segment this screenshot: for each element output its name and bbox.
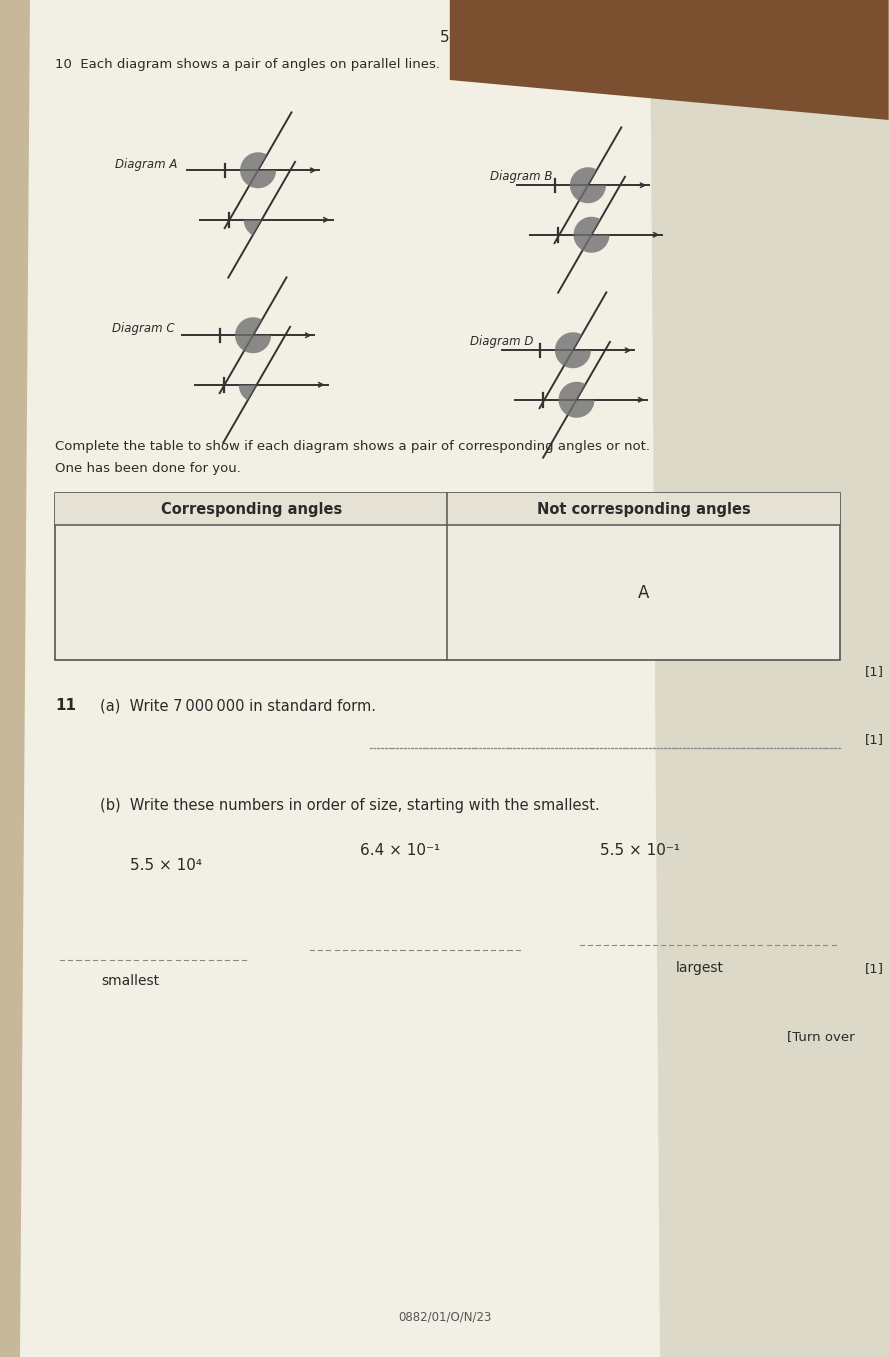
Polygon shape (650, 0, 889, 1357)
Wedge shape (558, 381, 595, 418)
Polygon shape (20, 0, 869, 1357)
Text: 11: 11 (55, 697, 76, 712)
Text: Diagram A: Diagram A (115, 157, 177, 171)
Wedge shape (235, 318, 271, 353)
Wedge shape (238, 385, 257, 400)
Text: 0882/01/O/N/23: 0882/01/O/N/23 (398, 1310, 492, 1323)
Text: Diagram D: Diagram D (469, 335, 533, 347)
Text: Not corresponding angles: Not corresponding angles (537, 502, 750, 517)
Text: 6.4 × 10⁻¹: 6.4 × 10⁻¹ (360, 843, 440, 858)
Text: (a)  Write 7 000 000 in standard form.: (a) Write 7 000 000 in standard form. (100, 697, 376, 712)
Text: Complete the table to show if each diagram shows a pair of corresponding angles : Complete the table to show if each diagr… (55, 440, 650, 453)
Text: smallest: smallest (100, 974, 159, 988)
Text: [1]: [1] (865, 733, 884, 746)
Text: 5.5 × 10⁻¹: 5.5 × 10⁻¹ (600, 843, 680, 858)
Text: Diagram B: Diagram B (490, 170, 552, 183)
Wedge shape (573, 217, 610, 252)
Text: Diagram C: Diagram C (112, 322, 174, 335)
Text: [Turn over: [Turn over (787, 1030, 854, 1044)
Text: largest: largest (676, 961, 724, 974)
Wedge shape (555, 332, 591, 368)
Text: (b)  Write these numbers in order of size, starting with the smallest.: (b) Write these numbers in order of size… (100, 798, 600, 813)
Text: [1]: [1] (865, 962, 884, 974)
Text: One has been done for you.: One has been done for you. (55, 461, 241, 475)
Wedge shape (570, 167, 606, 204)
Bar (55, 493, 839, 660)
Text: 5: 5 (440, 30, 450, 45)
Text: A: A (637, 584, 649, 601)
Text: 10  Each diagram shows a pair of angles on parallel lines.: 10 Each diagram shows a pair of angles o… (55, 58, 440, 71)
Bar (55, 493, 839, 525)
Text: 5.5 × 10⁴: 5.5 × 10⁴ (130, 858, 202, 873)
Wedge shape (244, 220, 261, 235)
Wedge shape (240, 152, 276, 189)
Polygon shape (450, 0, 889, 119)
Text: [1]: [1] (865, 665, 884, 678)
Text: Corresponding angles: Corresponding angles (161, 502, 341, 517)
